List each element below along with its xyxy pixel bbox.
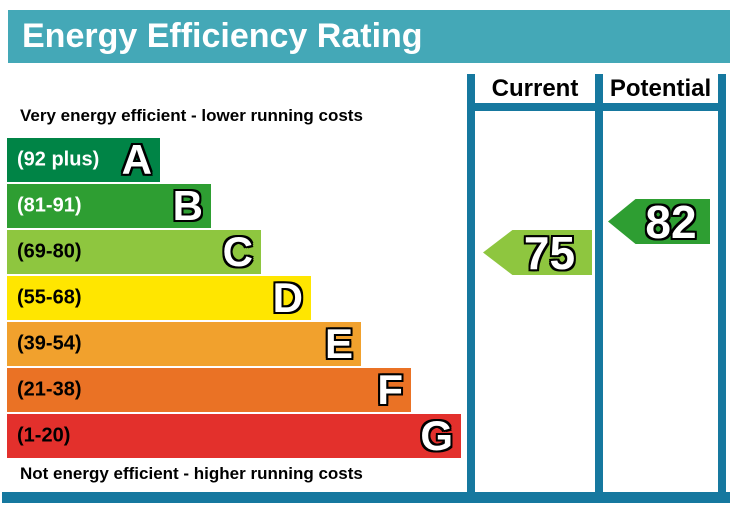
band-letter: G <box>420 412 453 459</box>
band-row-E: (39-54) E <box>7 322 361 366</box>
band-row-D: (55-68) D <box>7 276 311 320</box>
page-title: Energy Efficiency Rating <box>22 17 423 55</box>
band-range-label: (39-54) <box>17 332 82 355</box>
caption-very-efficient: Very energy efficient - lower running co… <box>20 106 363 125</box>
title-banner: Energy Efficiency Rating <box>8 10 730 63</box>
current-rating-value: 75 <box>523 226 576 279</box>
table-border-right <box>718 74 726 493</box>
band-row-A: (92 plus) A <box>7 138 160 182</box>
band-row-C: (69-80) C <box>7 230 261 274</box>
band-row-B: (81-91) B <box>7 184 211 228</box>
table-border-left <box>467 74 475 493</box>
potential-rating-arrow: 82 <box>608 199 710 244</box>
band-range-label: (92 plus) <box>17 148 100 171</box>
column-header-current: Current <box>491 74 579 102</box>
band-row-G: (1-20) G <box>7 414 461 458</box>
table-border-middle <box>595 74 603 493</box>
bottom-border-line <box>2 492 730 503</box>
potential-rating-value: 82 <box>645 195 697 248</box>
current-rating-arrow: 75 <box>483 230 592 275</box>
band-range-label: (69-80) <box>17 240 82 263</box>
band-letter: E <box>324 320 353 367</box>
band-letter: C <box>222 228 253 275</box>
band-range-label: (1-20) <box>17 424 71 447</box>
band-letter: B <box>172 182 203 229</box>
band-letter: D <box>272 274 303 321</box>
band-range-label: (81-91) <box>17 194 82 217</box>
column-header-potential: Potential <box>609 74 712 102</box>
band-letter: A <box>121 136 152 183</box>
header-divider-line <box>467 103 726 111</box>
band-letter: F <box>377 366 403 413</box>
band-row-F: (21-38) F <box>7 368 411 412</box>
caption-not-efficient: Not energy efficient - higher running co… <box>20 464 363 483</box>
band-range-label: (21-38) <box>17 378 82 401</box>
band-range-label: (55-68) <box>17 286 82 309</box>
